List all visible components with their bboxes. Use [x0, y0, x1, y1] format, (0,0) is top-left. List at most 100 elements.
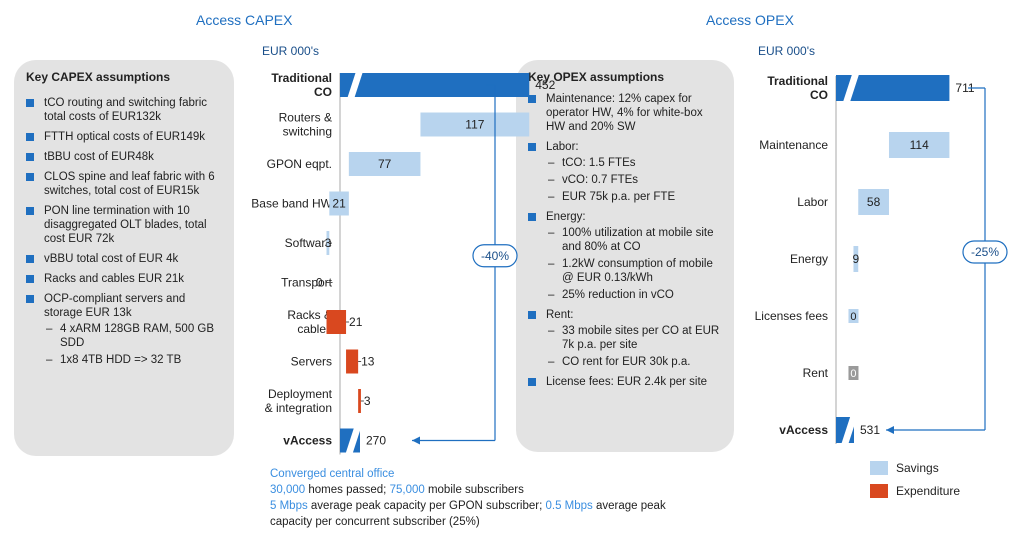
capex-units: EUR 000's — [262, 44, 319, 58]
category-label-software: Software — [285, 236, 333, 250]
footnote-line1: Converged central office — [270, 468, 395, 480]
bar-software — [326, 231, 330, 255]
change-arrow — [886, 426, 894, 434]
value-label-traditional-co: 711 — [955, 81, 974, 95]
category-label-traditional-co: Traditional — [271, 71, 332, 85]
footnote: Converged central office 30,000 homes pa… — [270, 466, 666, 530]
category-label-racks-cables: cables — [297, 322, 332, 336]
axis-break — [345, 426, 362, 455]
category-label-vaccess: vAccess — [283, 434, 332, 448]
value-label-maintenance: 114 — [910, 138, 929, 152]
value-label-racks-cables: 21 — [349, 315, 363, 329]
opex-assumption-sublist: 100% utilization at mobile site and 80% … — [546, 226, 724, 302]
change-badge — [472, 244, 518, 268]
bar-energy — [853, 246, 859, 272]
capex-panel-title: Key CAPEX assumptions — [26, 70, 171, 84]
change-label: -40% — [481, 249, 509, 263]
value-label-energy: 9 — [853, 252, 860, 266]
category-label-deployment-integration: Deployment — [268, 387, 333, 401]
axis-break — [347, 71, 364, 99]
change-label: -25% — [971, 245, 999, 259]
bar-routers-switching — [420, 112, 530, 137]
bar-deployment-integration — [358, 389, 361, 413]
category-label-servers: Servers — [291, 355, 332, 369]
capex-assumption-list: tCO routing and switching fabric total c… — [26, 96, 224, 367]
footnote-line3: 5 Mbps average peak capacity per GPON su… — [270, 500, 666, 512]
footnote-line2: 30,000 homes passed; 75,000 mobile subsc… — [270, 484, 524, 496]
value-label-routers-switching: 117 — [465, 118, 484, 132]
bar-base-band-hw — [329, 191, 349, 216]
category-label-vaccess: vAccess — [779, 423, 828, 437]
capex-assumption-item: CLOS spine and leaf fabric with 6 switch… — [26, 170, 224, 198]
opex-assumption-item: Rent:33 mobile sites per CO at EUR 7k p.… — [528, 308, 724, 369]
opex-units: EUR 000's — [758, 44, 815, 58]
opex-title: Access OPEX — [706, 12, 794, 28]
change-arrow — [412, 436, 420, 445]
legend-swatch-expenditure — [870, 484, 888, 498]
opex-assumption-subitem: CO rent for EUR 30k p.a. — [546, 355, 724, 369]
opex-assumption-subitem: 100% utilization at mobile site and 80% … — [546, 226, 724, 254]
legend-swatch-savings — [870, 461, 888, 475]
footnote-line4: capacity per concurrent subscriber (25%) — [270, 516, 480, 528]
bar-servers — [346, 349, 359, 374]
category-label-base-band-hw: Base band HW — [251, 197, 332, 211]
capex-assumption-subitem: 4 xARM 128GB RAM, 500 GB SDD — [44, 322, 224, 350]
capex-assumption-item: tBBU cost of EUR48k — [26, 150, 224, 164]
category-label-transport: Transport — [281, 276, 333, 290]
value-label-labor: 58 — [867, 195, 881, 209]
opex-assumption-subitem: 33 mobile sites per CO at EUR 7k p.a. pe… — [546, 324, 724, 352]
value-label-servers: 13 — [361, 355, 375, 369]
category-label-racks-cables: Racks & — [287, 308, 332, 322]
bar-maintenance — [888, 132, 950, 158]
opex-assumption-sublist: tCO: 1.5 FTEs vCO: 0.7 FTEs EUR 75k p.a. p… — [546, 156, 724, 204]
opex-assumption-subitem: 25% reduction in vCO — [546, 288, 724, 302]
category-label-licenses-fees: Licenses fees — [755, 309, 828, 323]
opex-assumption-subitem: EUR 75k p.a. per FTE — [546, 190, 724, 204]
value-label-gpon-eqpt: 77 — [378, 157, 392, 171]
bar-labor — [858, 189, 889, 215]
capex-assumption-subitem: 1x8 4TB HDD => 32 TB — [44, 353, 224, 367]
capex-assumption-item: FTTH optical costs of EUR149k — [26, 130, 224, 144]
value-label-vaccess: 531 — [860, 423, 880, 437]
capex-assumption-item: PON line termination with 10 disaggregat… — [26, 204, 224, 246]
value-label-traditional-co: 452 — [535, 78, 555, 92]
category-label-gpon-eqpt: GPON eqpt. — [267, 157, 332, 171]
capex-title: Access CAPEX — [196, 12, 293, 28]
opex-assumption-subitem: vCO: 0.7 FTEs — [546, 173, 724, 187]
value-label-base-band-hw: 21 — [332, 197, 346, 211]
opex-assumption-list: Maintenance: 12% capex for operator HW, … — [528, 92, 724, 389]
capex-assumption-item: Racks and cables EUR 21k — [26, 272, 224, 286]
category-label-routers-switching: Routers & — [279, 111, 332, 125]
opex-assumption-item: License fees: EUR 2.4k per site — [528, 375, 724, 389]
category-label-routers-switching: switching — [283, 125, 332, 139]
opex-assumption-subitem: 1.2kW consumption of mobile @ EUR 0.13/k… — [546, 257, 724, 285]
category-label-deployment-integration: & integration — [265, 401, 332, 415]
change-badge — [962, 240, 1008, 264]
value-label-rent: 0 — [850, 368, 856, 380]
opex-assumption-item: Maintenance: 12% capex for operator HW, … — [528, 92, 724, 134]
value-label-software: 3 — [325, 236, 332, 250]
category-label-labor: Labor — [797, 195, 828, 209]
capex-assumptions-panel: Key CAPEX assumptions tCO routing and sw… — [14, 60, 234, 456]
opex-assumptions-panel: Key OPEX assumptions Maintenance: 12% ca… — [516, 60, 734, 452]
opex-assumption-item: Energy:100% utilization at mobile site a… — [528, 210, 724, 302]
bar-rent — [848, 366, 859, 380]
capex-assumption-item: vBBU total cost of EUR 4k — [26, 252, 224, 266]
capex-assumption-item: tCO routing and switching fabric total c… — [26, 96, 224, 124]
category-label-traditional-co: Traditional — [767, 74, 828, 88]
opex-panel-title: Key OPEX assumptions — [528, 70, 665, 84]
category-label-maintenance: Maintenance — [759, 138, 828, 152]
capex-assumption-sublist: 4 xARM 128GB RAM, 500 GB SDD 1x8 4TB HDD … — [44, 322, 224, 367]
axis-break — [841, 415, 858, 445]
opex-assumption-sublist: 33 mobile sites per CO at EUR 7k p.a. pe… — [546, 324, 724, 369]
category-label-energy: Energy — [790, 252, 828, 266]
value-label-transport: 0 — [316, 276, 323, 290]
category-label-traditional-co: CO — [810, 88, 828, 102]
category-label-rent: Rent — [803, 366, 829, 380]
value-label-deployment-integration: 3 — [364, 394, 371, 408]
legend-label-expenditure: Expenditure — [896, 484, 961, 498]
opex-assumption-item: Labor:tCO: 1.5 FTEsvCO: 0.7 FTEsEUR 75k … — [528, 140, 724, 204]
opex-assumption-subitem: tCO: 1.5 FTEs — [546, 156, 724, 170]
bar-traditional-co — [340, 73, 530, 97]
